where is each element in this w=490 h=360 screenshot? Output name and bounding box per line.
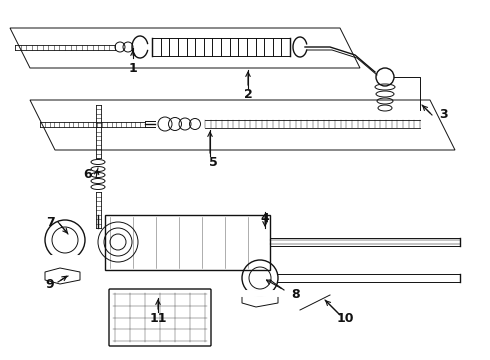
Text: 3: 3 bbox=[439, 108, 447, 122]
Text: 1: 1 bbox=[129, 62, 137, 75]
Text: 9: 9 bbox=[46, 279, 54, 292]
Text: 11: 11 bbox=[149, 311, 167, 324]
Text: 6: 6 bbox=[84, 168, 92, 181]
Text: 10: 10 bbox=[336, 311, 354, 324]
Text: 4: 4 bbox=[261, 211, 270, 225]
Text: 5: 5 bbox=[209, 157, 218, 170]
Text: 7: 7 bbox=[46, 216, 54, 229]
Text: 2: 2 bbox=[244, 89, 252, 102]
Text: 8: 8 bbox=[292, 288, 300, 302]
